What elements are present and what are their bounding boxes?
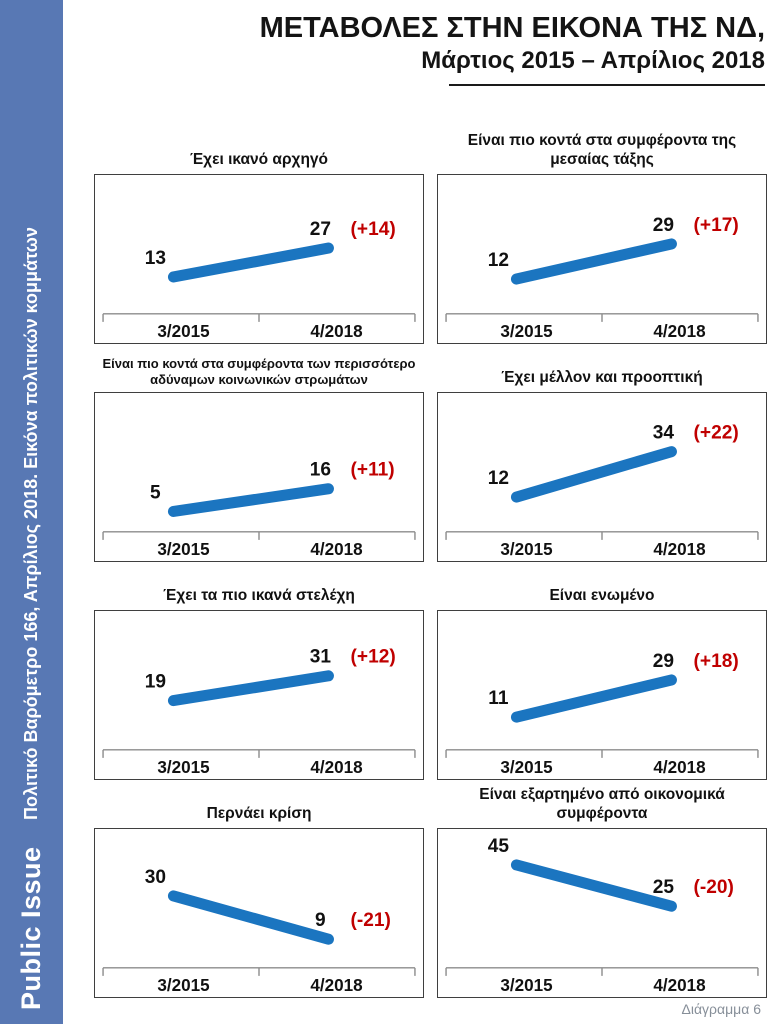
chart-plot-area: 12 29 (+17) 3/2015 4/2018 [437, 174, 767, 344]
start-value-label: 12 [488, 468, 509, 489]
x-axis [102, 749, 416, 758]
x-tick-label-end: 4/2018 [310, 322, 362, 341]
end-value-label: 27 [310, 219, 331, 240]
x-tick-label-start: 3/2015 [157, 540, 210, 559]
chart-title: Έχει μέλλον και προοπτική [501, 368, 703, 386]
trend-line [167, 483, 334, 517]
change-label: (+14) [351, 219, 396, 240]
start-value-label: 45 [488, 836, 510, 857]
end-value-label: 16 [310, 460, 331, 481]
charts-grid: Έχει ικανό αρχηγό 13 27 (+14) 3/2015 4/2018 … [94, 128, 767, 1000]
end-value-label: 25 [653, 877, 675, 898]
trend-line-chart: 13 27 (+14) 3/2015 4/2018 [102, 219, 416, 341]
change-label: (+11) [351, 460, 395, 481]
chart-cell: Έχει μέλλον και προοπτική 12 34 (+22) 3/201… [437, 346, 767, 564]
chart-cell: Είναι ενωμένο 11 29 (+18) 3/2015 4/2018 [437, 564, 767, 782]
trend-line-chart: 30 9 (-21) 3/2015 4/2018 [102, 867, 416, 995]
start-value-label: 19 [145, 672, 166, 693]
end-value-label: 31 [310, 647, 332, 668]
chart-cell: Περνάει κρίση 30 9 (-21) 3/2015 4/2018 [94, 782, 424, 1000]
x-tick-label-start: 3/2015 [500, 322, 553, 341]
chart-title: Είναι ενωμένο [549, 586, 655, 604]
page-subtitle: Μάρτιος 2015 – Απρίλιος 2018 [421, 47, 765, 74]
x-axis [102, 531, 416, 540]
start-value-label: 12 [488, 250, 509, 271]
x-tick-label-end: 4/2018 [653, 976, 705, 995]
x-tick-label-end: 4/2018 [653, 758, 705, 777]
end-value-label: 29 [653, 651, 674, 672]
x-axis [102, 967, 416, 976]
chart-cell: Είναι πιο κοντά στα συμφέροντα της μεσαί… [437, 128, 767, 346]
title-underline [449, 84, 765, 86]
footer-note: Διάγραμμα 6 [681, 1001, 761, 1017]
x-tick-label-end: 4/2018 [653, 322, 705, 341]
trend-line [167, 670, 334, 707]
trend-line [510, 674, 677, 723]
chart-title: Έχει ικανό αρχηγό [189, 150, 329, 168]
chart-plot-area: 30 9 (-21) 3/2015 4/2018 [94, 828, 424, 998]
change-label: (+17) [694, 215, 739, 236]
x-tick-label-start: 3/2015 [157, 758, 210, 777]
start-value-label: 11 [488, 688, 509, 709]
trend-line-chart: 5 16 (+11) 3/2015 4/2018 [102, 460, 416, 559]
chart-plot-area: 13 27 (+14) 3/2015 4/2018 [94, 174, 424, 344]
chart-plot-area: 5 16 (+11) 3/2015 4/2018 [94, 392, 424, 562]
x-tick-label-start: 3/2015 [500, 540, 553, 559]
chart-plot-area: 12 34 (+22) 3/2015 4/2018 [437, 392, 767, 562]
x-tick-label-start: 3/2015 [157, 976, 210, 995]
x-axis [102, 313, 416, 322]
x-tick-label-end: 4/2018 [310, 540, 362, 559]
trend-line-chart: 11 29 (+18) 3/2015 4/2018 [445, 651, 759, 777]
end-value-label: 34 [653, 423, 675, 444]
chart-title: Είναι πιο κοντά στα συμφέροντα των περισ… [102, 356, 416, 387]
sidebar: Public Issue Πολιτικό Βαρόμετρο 166, Απρ… [0, 0, 63, 1024]
trend-line [510, 446, 677, 503]
trend-line-chart: 12 34 (+22) 3/2015 4/2018 [445, 423, 759, 559]
page-title: ΜΕΤΑΒΟΛΕΣ ΣΤΗΝ ΕΙΚΟΝΑ ΤΗΣ ΝΔ, [259, 12, 765, 44]
x-tick-label-end: 4/2018 [653, 540, 705, 559]
chart-plot-area: 11 29 (+18) 3/2015 4/2018 [437, 610, 767, 780]
sidebar-caption: Πολιτικό Βαρόμετρο 166, Απρίλιος 2018. Ε… [21, 227, 41, 821]
x-axis [445, 967, 759, 976]
x-tick-label-end: 4/2018 [310, 758, 362, 777]
x-tick-label-start: 3/2015 [500, 976, 553, 995]
x-tick-label-end: 4/2018 [310, 976, 362, 995]
x-tick-label-start: 3/2015 [500, 758, 553, 777]
x-axis [445, 531, 759, 540]
header: ΜΕΤΑΒΟΛΕΣ ΣΤΗΝ ΕΙΚΟΝΑ ΤΗΣ ΝΔ, Μάρτιος 20… [70, 0, 765, 86]
chart-title: Είναι εξαρτημένο από οικονομικά συμφέρον… [479, 786, 725, 822]
x-tick-label-start: 3/2015 [157, 322, 210, 341]
start-value-label: 30 [145, 867, 166, 888]
change-label: (+18) [694, 651, 739, 672]
chart-plot-area: 45 25 (-20) 3/2015 4/2018 [437, 828, 767, 998]
x-axis [445, 749, 759, 758]
trend-line [510, 238, 677, 285]
start-value-label: 5 [150, 482, 161, 503]
chart-cell: Είναι πιο κοντά στα συμφέροντα των περισ… [94, 346, 424, 564]
trend-line-chart: 19 31 (+12) 3/2015 4/2018 [102, 647, 416, 777]
change-label: (-21) [351, 910, 391, 931]
chart-title: Έχει τα πιο ικανά στελέχη [163, 586, 355, 604]
chart-plot-area: 19 31 (+12) 3/2015 4/2018 [94, 610, 424, 780]
sidebar-rotated-text: Public Issue Πολιτικό Βαρόμετρο 166, Απρ… [0, 0, 63, 1024]
brand-logo: Public Issue [16, 846, 46, 1010]
trend-line-chart: 45 25 (-20) 3/2015 4/2018 [445, 836, 759, 995]
chart-title: Είναι πιο κοντά στα συμφέροντα της μεσαί… [467, 132, 737, 168]
change-label: (+12) [351, 647, 396, 668]
trend-line [167, 242, 334, 283]
change-label: (+22) [694, 423, 739, 444]
chart-cell: Είναι εξαρτημένο από οικονομικά συμφέρον… [437, 782, 767, 1000]
chart-title: Περνάει κρίση [206, 804, 312, 822]
chart-cell: Έχει τα πιο ικανά στελέχη 19 31 (+12) 3/201… [94, 564, 424, 782]
trend-line [510, 859, 677, 912]
change-label: (-20) [694, 877, 734, 898]
start-value-label: 13 [145, 248, 166, 269]
trend-line-chart: 12 29 (+17) 3/2015 4/2018 [445, 215, 759, 341]
trend-line [167, 890, 334, 945]
x-axis [445, 313, 759, 322]
chart-cell: Έχει ικανό αρχηγό 13 27 (+14) 3/2015 4/2018 [94, 128, 424, 346]
end-value-label: 29 [653, 215, 674, 236]
end-value-label: 9 [315, 910, 326, 931]
